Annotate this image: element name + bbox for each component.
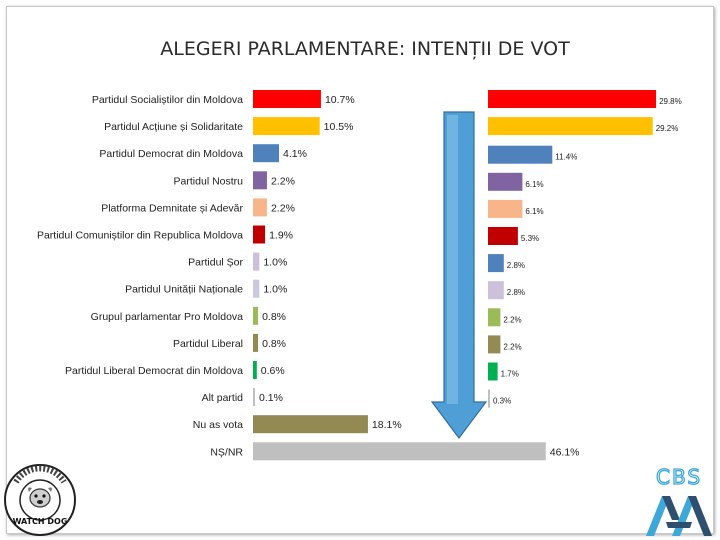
right-bar-partidul-unitatii-nationale xyxy=(488,281,504,300)
transition-arrow xyxy=(430,111,488,439)
right-bar-partidul-comunistilor-din-republica-moldova xyxy=(488,227,518,245)
left-bar-chart: Partidul Socialiștilor din Moldova 10.7% P… xyxy=(37,90,580,461)
left-category-label-alt-partid: Alt partid xyxy=(202,392,244,404)
left-bar-alt-partid xyxy=(253,388,255,407)
left-category-label-partidul-sor: Partidul Șor xyxy=(188,257,243,269)
left-value-label-partidul-democrat-din-moldova: 4.1% xyxy=(283,148,307,160)
left-category-label-partidul-socialistilor-din-moldova: Partidul Socialiștilor din Moldova xyxy=(92,94,243,106)
left-value-label-partidul-socialistilor-din-moldova: 10.7% xyxy=(325,94,355,106)
left-category-label-platforma-demnitate-si-adevar: Platforma Demnitate și Adevăr xyxy=(101,202,243,214)
left-bar-nu-as-vota xyxy=(253,415,368,434)
right-value-label-partidul-sor: 2.8% xyxy=(507,261,525,270)
right-value-label-partidul-liberal: 2.2% xyxy=(503,342,521,351)
right-bar-platforma-demnitate-si-adevar xyxy=(488,199,523,218)
right-bar-partidul-sor xyxy=(488,254,504,273)
left-category-label-partidul-nostru: Partidul Nostru xyxy=(174,175,244,187)
right-value-label-partidul-nostru: 6.1% xyxy=(525,180,543,189)
right-bar-alt-partid xyxy=(488,389,490,408)
left-bar-platforma-demnitate-si-adevar xyxy=(253,198,267,217)
left-bar-partidul-socialistilor-din-moldova xyxy=(253,90,321,108)
right-value-label-partidul-unitatii-nationale: 2.8% xyxy=(507,288,525,297)
left-category-label-partidul-comunistilor-din-republica-moldova: Partidul Comuniștilor din Republica Mold… xyxy=(37,230,243,242)
right-bar-partidul-socialistilor-din-moldova xyxy=(488,90,657,108)
left-bar-partidul-actiune-si-solidaritate xyxy=(253,117,320,136)
left-value-label-ns-nr: 46.1% xyxy=(550,446,580,458)
left-bar-partidul-nostru xyxy=(253,171,267,190)
right-bar-partidul-democrat-din-moldova xyxy=(488,145,553,164)
left-category-label-grupul-parlamentar-pro-moldova: Grupul parlamentar Pro Moldova xyxy=(91,311,243,323)
left-value-label-partidul-unitatii-nationale: 1.0% xyxy=(263,284,287,296)
left-value-label-partidul-liberal-democrat-din-moldova: 0.6% xyxy=(261,365,285,377)
right-bar-grupul-parlamentar-pro-moldova xyxy=(488,308,501,327)
page-title: ALEGERI PARLAMENTARE: INTENȚII DE VOT xyxy=(160,38,570,60)
slide-frame xyxy=(6,6,714,534)
right-value-label-alt-partid: 0.3% xyxy=(493,397,511,406)
left-value-label-grupul-parlamentar-pro-moldova: 0.8% xyxy=(262,311,286,323)
left-bar-partidul-democrat-din-moldova xyxy=(253,144,280,163)
right-bar-partidul-liberal xyxy=(488,335,501,354)
left-bar-partidul-liberal xyxy=(253,333,259,352)
left-value-label-platforma-demnitate-si-adevar: 2.2% xyxy=(271,202,295,214)
left-value-label-alt-partid: 0.1% xyxy=(259,392,283,404)
right-value-label-partidul-comunistilor-din-republica-moldova: 5.3% xyxy=(521,234,539,243)
left-category-label-partidul-liberal: Partidul Liberal xyxy=(173,338,243,350)
left-category-label-partidul-actiune-si-solidaritate: Partidul Acțiune și Solidaritate xyxy=(104,121,243,133)
right-value-label-partidul-actiune-si-solidaritate: 29.2% xyxy=(656,124,679,133)
left-category-label-ns-nr: NȘ/NR xyxy=(210,446,243,458)
left-bar-partidul-liberal-democrat-din-moldova xyxy=(253,361,257,379)
arrow-highlight xyxy=(447,115,458,404)
left-category-label-partidul-liberal-democrat-din-moldova: Partidul Liberal Democrat din Moldova xyxy=(65,365,243,377)
right-bar-chart: 29.8% 29.2% 11.4% 6.1% 6.1% 5.3% 2.8% 2.8% 2.2% 2… xyxy=(488,90,682,408)
svg-text:CBS: CBS xyxy=(656,465,702,489)
down-arrow-shape xyxy=(430,111,488,439)
left-value-label-partidul-actiune-si-solidaritate: 10.5% xyxy=(324,121,354,133)
left-value-label-partidul-comunistilor-din-republica-moldova: 1.9% xyxy=(269,230,293,242)
left-category-label-partidul-democrat-din-moldova: Partidul Democrat din Moldova xyxy=(99,148,243,160)
left-bar-ns-nr xyxy=(253,442,546,461)
right-bar-partidul-liberal-democrat-din-moldova xyxy=(488,362,498,381)
left-bar-grupul-parlamentar-pro-moldova xyxy=(253,306,259,325)
right-bar-partidul-actiune-si-solidaritate xyxy=(488,117,653,136)
left-bar-partidul-comunistilor-din-republica-moldova xyxy=(253,225,266,244)
right-value-label-partidul-socialistilor-din-moldova: 29.8% xyxy=(659,97,682,106)
left-value-label-nu-as-vota: 18.1% xyxy=(372,419,402,431)
left-category-label-nu-as-vota: Nu as vota xyxy=(193,419,243,431)
left-category-label-partidul-unitatii-nationale: Partidul Unității Naționale xyxy=(125,284,243,296)
right-value-label-partidul-democrat-din-moldova: 11.4% xyxy=(555,153,577,162)
left-value-label-partidul-nostru: 2.2% xyxy=(271,175,295,187)
left-value-label-partidul-sor: 1.0% xyxy=(263,257,287,269)
cbs-axa-logo: CBS xyxy=(646,464,712,536)
watch-dog-logo: WATCH DOG xyxy=(4,464,76,536)
svg-text:WATCH DOG: WATCH DOG xyxy=(13,517,68,526)
right-value-label-partidul-liberal-democrat-din-moldova: 1.7% xyxy=(501,370,519,379)
left-value-label-partidul-liberal: 0.8% xyxy=(262,338,286,350)
right-value-label-platforma-demnitate-si-adevar: 6.1% xyxy=(525,207,543,216)
left-bar-partidul-sor xyxy=(253,252,260,271)
left-bar-partidul-unitatii-nationale xyxy=(253,279,260,298)
right-bar-partidul-nostru xyxy=(488,172,523,191)
right-value-label-grupul-parlamentar-pro-moldova: 2.2% xyxy=(503,315,521,324)
